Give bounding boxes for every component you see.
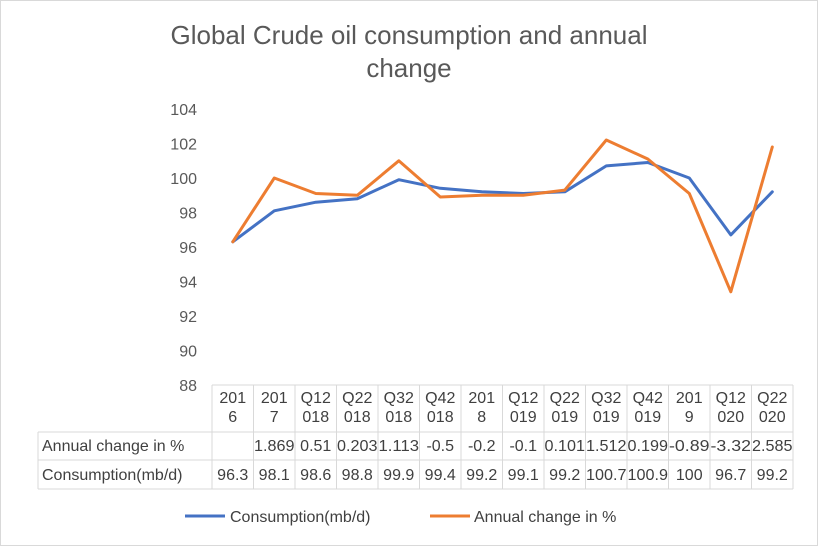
table-cell: 96.3 [217,467,248,484]
category-label: Q22 019 [550,390,580,426]
table-cell: 1.113 [379,438,420,455]
category-label: 201 8 [468,390,495,426]
table-cell: 99.1 [508,467,539,484]
table-cell: 99.9 [383,467,414,484]
table-cell: 0.101 [545,438,586,455]
table-cell: -0.2 [468,438,496,455]
y-tick-label: 88 [179,378,197,395]
y-tick-label: 90 [179,344,197,361]
y-tick-label: 104 [170,102,197,119]
legend: Consumption(mb/d) Annual change in % [185,509,616,526]
category-label: Q42 018 [425,390,455,426]
table-cell: -0.89 [669,438,710,455]
y-tick-label: 94 [179,275,197,292]
table-cell: 98.6 [300,467,331,484]
category-label: 201 6 [219,390,246,426]
table-cell: 0.51 [300,438,331,455]
table-cell: 96.7 [715,467,746,484]
table-cell: -3.32 [711,438,752,455]
y-tick-label: 98 [179,206,197,223]
table-cell: 98.1 [259,467,290,484]
legend-label: Consumption(mb/d) [230,509,371,526]
category-label: 201 7 [261,390,288,426]
table-cell: 1.869 [254,438,295,455]
chart-title-line-2: change [366,53,451,83]
table-cell: 98.8 [342,467,373,484]
table-cell: 2.585 [752,438,793,455]
table-row-label: Annual change in % [42,438,184,455]
category-label: Q12 020 [716,390,746,426]
y-tick-label: 96 [179,240,197,257]
legend-label: Annual change in % [474,509,616,526]
y-tick-label: 102 [170,137,197,154]
table-cell: 100.9 [628,467,669,484]
table-cell: 0.203 [337,438,378,455]
category-label: Q32 019 [591,390,621,426]
table-cell: 1.512 [586,438,627,455]
y-tick-label: 100 [170,171,197,188]
series-line-annual-change [231,138,774,294]
y-tick-label: 92 [179,309,197,326]
table-row-label: Consumption(mb/d) [42,467,183,484]
category-label: Q12 019 [508,390,538,426]
series-lines [231,138,774,294]
y-axis: 88 90 92 94 96 98 100 102 104 [170,102,197,395]
category-label: Q12 018 [301,390,331,426]
chart-title-line-1: Global Crude oil consumption and annual [171,20,648,50]
table-cell: -0.5 [426,438,454,455]
series-line-consumption [231,161,774,244]
table-cell: 100.7 [586,467,627,484]
table-cell: 99.2 [466,467,497,484]
data-table: 201 6 201 7 Q12 018 Q22 018 Q32 018 Q42 018 201 8 Q12 0… [37,384,794,490]
category-label: 201 9 [676,390,703,426]
category-label: Q42 019 [633,390,663,426]
table-cell: 99.2 [549,467,580,484]
table-cell: -0.1 [509,438,537,455]
table-cell: 99.2 [757,467,788,484]
category-label: Q22 020 [757,390,787,426]
category-label: Q32 018 [384,390,414,426]
table-cell: 0.199 [628,438,669,455]
table-cell: 100 [676,467,703,484]
table-cell: 99.4 [425,467,456,484]
category-label: Q22 018 [342,390,372,426]
